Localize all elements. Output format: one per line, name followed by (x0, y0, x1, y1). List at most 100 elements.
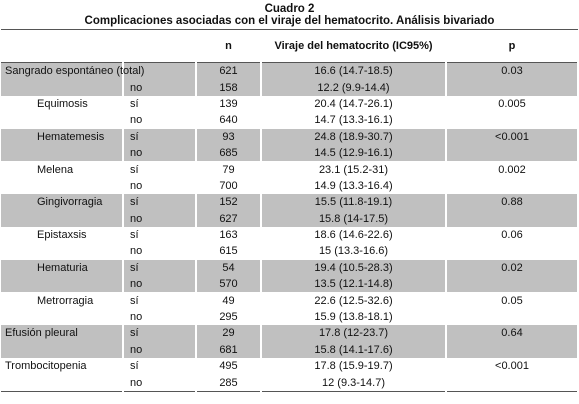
ci-cell: 15.8 (14-17.5) (261, 210, 447, 227)
ci-cell: 13.5 (12.1-14.8) (261, 276, 447, 293)
ci-cell: 22.6 (12.5-32.6) (261, 292, 447, 309)
row-sublabel: sí (123, 226, 197, 244)
ci-cell: 14.7 (13.3-16.1) (261, 112, 447, 129)
p-cell (446, 374, 579, 392)
n-cell: 627 (196, 210, 262, 227)
row-label: Hematemesis (1, 128, 124, 145)
table-title: Cuadro 2 (264, 3, 315, 15)
ci-cell: 20.4 (14.7-26.1) (261, 95, 447, 113)
ci-cell: 16.6 (14.7-18.5) (261, 62, 447, 80)
ci-cell: 14.5 (12.9-16.1) (261, 144, 447, 162)
row-label: Equimosis (1, 95, 124, 113)
table-row: no 285 12 (9.3-14.7) (1, 374, 579, 392)
table-row: no 640 14.7 (13.3-16.1) (1, 112, 579, 129)
p-cell: 0.88 (446, 194, 579, 211)
header-cell: Viraje del hematocrito (IC95%) (261, 29, 446, 63)
n-cell: 570 (196, 276, 262, 293)
table-row: Sangrado espontáneo (total) 621 16.6 (14.7… (1, 62, 579, 80)
n-cell: 285 (196, 374, 262, 392)
p-cell: 0.05 (446, 292, 579, 309)
n-cell: 54 (196, 259, 262, 277)
header-cell (123, 29, 196, 63)
row-label: Efusión pleural (1, 325, 124, 342)
header-cell: n (196, 29, 261, 63)
row-sublabel (123, 62, 197, 80)
row-label (1, 243, 124, 260)
table-row: no 681 15.8 (14.1-17.6) (1, 341, 579, 359)
n-cell: 615 (196, 243, 262, 260)
ci-cell: 19.4 (10.5-28.3) (261, 259, 447, 277)
table-row: no 627 15.8 (14-17.5) (1, 210, 579, 227)
titles: Cuadro 2 Complicaciones asociadas con el… (0, 0, 579, 29)
p-cell (446, 243, 579, 260)
table-body: Sangrado espontáneo (total) 621 16.6 (14.7… (1, 62, 579, 392)
p-cell: <0.001 (446, 128, 579, 145)
row-sublabel: no (123, 210, 197, 227)
n-cell: 640 (196, 112, 262, 129)
row-label: Melena (1, 161, 124, 178)
p-cell (446, 177, 579, 195)
row-sublabel: sí (123, 95, 197, 113)
p-cell: 0.002 (446, 161, 579, 178)
ci-cell: 15.8 (14.1-17.6) (261, 341, 447, 359)
row-label (1, 341, 124, 359)
row-sublabel: sí (123, 194, 197, 211)
row-sublabel: no (123, 374, 197, 392)
n-cell: 700 (196, 177, 262, 195)
p-cell: 0.64 (446, 325, 579, 342)
n-cell: 621 (196, 62, 262, 80)
table: n Viraje del hematocrito (IC95%) p Sangr… (1, 29, 579, 392)
ci-cell: 12.2 (9.9-14.4) (261, 79, 447, 96)
n-cell: 29 (196, 325, 262, 342)
ci-cell: 12 (9.3-14.7) (261, 374, 447, 392)
row-label: Epistaxsis (1, 226, 124, 244)
row-sublabel: no (123, 243, 197, 260)
table-row: no 570 13.5 (12.1-14.8) (1, 276, 579, 293)
row-label (1, 144, 124, 162)
n-cell: 79 (196, 161, 262, 178)
row-sublabel: no (123, 276, 197, 293)
p-cell: 0.06 (446, 226, 579, 244)
header-cell: p (446, 29, 578, 63)
p-cell: 0.005 (446, 95, 579, 113)
table-row: Epistaxsis sí 163 18.6 (14.6-22.6) 0.06 (1, 226, 579, 244)
row-sublabel: sí (123, 358, 197, 375)
n-cell: 685 (196, 144, 262, 162)
row-sublabel: sí (123, 325, 197, 342)
row-sublabel: sí (123, 128, 197, 145)
p-cell (446, 144, 579, 162)
n-cell: 152 (196, 194, 262, 211)
ci-cell: 15.5 (11.8-19.1) (261, 194, 447, 211)
table-row: Hematemesis sí 93 24.8 (18.9-30.7) <0.001 (1, 128, 579, 145)
table-row: no 685 14.5 (12.9-16.1) (1, 144, 579, 162)
row-label (1, 210, 124, 227)
row-label (1, 79, 124, 96)
p-cell: 0.03 (446, 62, 579, 80)
n-cell: 163 (196, 226, 262, 244)
n-cell: 93 (196, 128, 262, 145)
table-row: Metrorragia sí 49 22.6 (12.5-32.6) 0.05 (1, 292, 579, 309)
row-sublabel: sí (123, 292, 197, 309)
table-header: n Viraje del hematocrito (IC95%) p (1, 29, 578, 63)
row-sublabel: no (123, 308, 197, 326)
table-row: Hematuria sí 54 19.4 (10.5-28.3) 0.02 (1, 259, 579, 277)
n-cell: 158 (196, 79, 262, 96)
row-label: Sangrado espontáneo (total) (1, 62, 144, 80)
table-row: no 158 12.2 (9.9-14.4) (1, 79, 579, 96)
p-cell: 0.02 (446, 259, 579, 277)
p-cell: <0.001 (446, 358, 579, 375)
p-cell (446, 112, 579, 129)
row-sublabel: no (123, 341, 197, 359)
row-label: Hematuria (1, 259, 124, 277)
row-label (1, 276, 124, 293)
row-sublabel: sí (123, 259, 197, 277)
row-label: Metrorragia (1, 292, 124, 309)
ci-cell: 15 (13.3-16.6) (261, 243, 447, 260)
p-cell (446, 79, 579, 96)
table-row: no 295 15.9 (13.8-18.1) (1, 308, 579, 326)
n-cell: 295 (196, 308, 262, 326)
table-row: no 615 15 (13.3-16.6) (1, 243, 579, 260)
ci-cell: 18.6 (14.6-22.6) (261, 226, 447, 244)
header-cell (1, 29, 123, 63)
